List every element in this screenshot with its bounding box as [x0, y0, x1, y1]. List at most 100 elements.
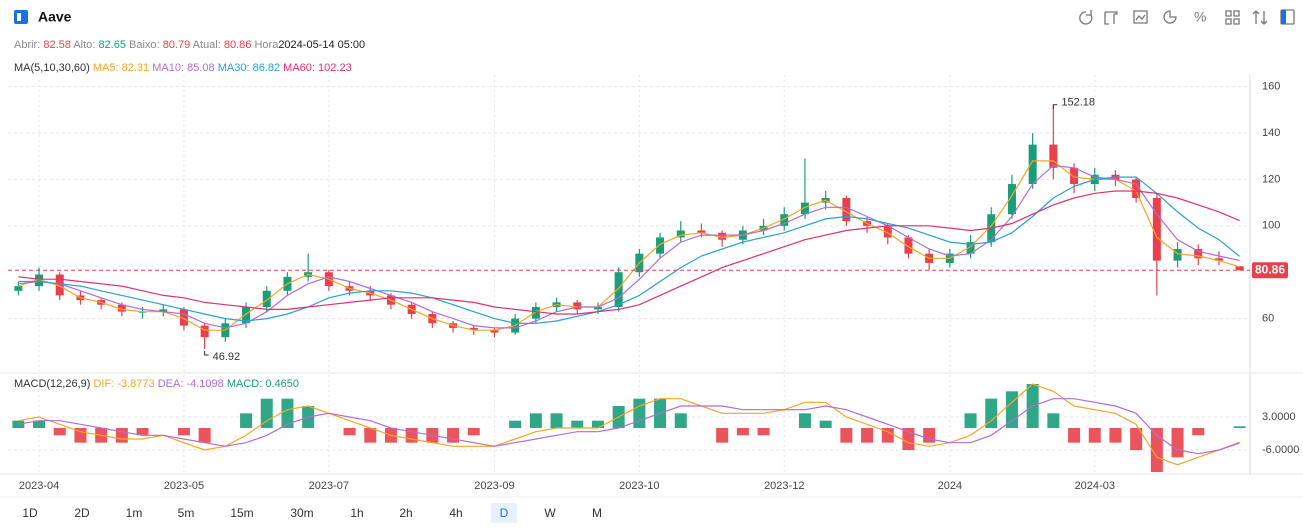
macd-bar [591, 420, 604, 428]
low-label: Baixo [129, 39, 157, 51]
macd-bar [405, 428, 418, 443]
legend-value: 82.31 [122, 62, 150, 74]
candle-body [1152, 197, 1161, 261]
close-label: Atual [193, 39, 218, 51]
sep: : [181, 62, 187, 74]
sep: : [218, 39, 224, 51]
timeframe-button[interactable]: 1h [350, 506, 363, 520]
percent-button[interactable]: % [1194, 9, 1206, 25]
macd-bar [571, 420, 584, 428]
macd-bar [1130, 428, 1143, 450]
low-value: 80.79 [163, 39, 191, 51]
candle-body [1235, 266, 1244, 271]
macd-bar [1068, 428, 1081, 443]
candle-body [1028, 144, 1037, 185]
timeframe-button[interactable]: W [544, 506, 556, 520]
macd-bar [716, 428, 729, 443]
macd-bar [798, 413, 811, 428]
timeframe-button[interactable]: 30m [290, 506, 313, 520]
candle-body [718, 232, 727, 240]
candle-body [1070, 167, 1079, 185]
x-tick-label: 2023-12 [764, 480, 804, 492]
draw-button[interactable] [1104, 11, 1118, 25]
macd-bar [529, 413, 542, 428]
candle-body [593, 307, 602, 310]
macd-bar [1088, 428, 1101, 443]
sep: : [180, 378, 186, 390]
candle-body [490, 330, 499, 333]
candle-body [904, 237, 913, 254]
macd-bar [12, 420, 25, 428]
macd-bar [198, 428, 211, 443]
ma-line [18, 190, 1240, 315]
macd-bar [736, 428, 749, 436]
timeframe-selected-bg [491, 503, 517, 523]
candle-body [14, 286, 23, 291]
candle-body [1173, 249, 1182, 261]
macd-bar [674, 413, 687, 428]
indicator-button[interactable] [1133, 10, 1148, 24]
x-tick-label: 2023-10 [619, 480, 659, 492]
candle-body [966, 242, 975, 254]
layout-button[interactable] [1225, 10, 1240, 25]
candle-body [676, 230, 685, 238]
candle-body [159, 309, 168, 312]
ma-line [18, 160, 1240, 331]
macd-bar [881, 428, 894, 443]
candle-body [1132, 179, 1141, 198]
legend-name: MA5 [93, 62, 116, 74]
legend-name: MA10 [152, 62, 181, 74]
sep: : [246, 62, 252, 74]
annotation-arrow [1052, 104, 1058, 109]
info-row: Abrir: 82.58 Alto: 82.65 Baixo: 80.79 At… [14, 39, 365, 51]
candle-body [883, 225, 892, 238]
legend-name: MA60 [283, 62, 312, 74]
macd-bar [115, 428, 128, 443]
toolbar [1079, 9, 1295, 25]
sep: : [111, 378, 117, 390]
timeframe-button[interactable]: M [592, 506, 602, 520]
legend-value: 85.08 [187, 62, 215, 74]
timeframe-button[interactable]: 4h [449, 506, 462, 520]
candle-body [242, 307, 251, 324]
timeframe-button[interactable]: 15m [230, 506, 253, 520]
macd-bar [1109, 428, 1122, 443]
timeframe-button[interactable]: 2h [399, 506, 412, 520]
info-row: MACD(12,26,9) DIF: -3.8773 DEA: -4.1098 … [14, 378, 299, 390]
sep: : [157, 39, 163, 51]
y-tick-label: 60 [1262, 313, 1274, 325]
open-label: Abrir [14, 39, 38, 51]
sep: : [116, 62, 122, 74]
sep: : [37, 39, 43, 51]
x-tick-label: 2023-09 [474, 480, 514, 492]
macd-bar [509, 420, 522, 428]
timeframe-button[interactable]: D [500, 506, 509, 520]
info-row: MA(5,10,30,60) MA5: 82.31 MA10: 85.08 MA… [14, 62, 352, 74]
ma-line [18, 164, 1240, 329]
open-value: 82.58 [43, 39, 71, 51]
time-label: Hora [254, 39, 279, 51]
price-tag [1252, 262, 1288, 279]
macd-bar [1192, 428, 1205, 436]
timeframe-button[interactable]: 5m [178, 506, 195, 520]
y-tick-label: -6.0000 [1262, 444, 1299, 456]
timeframe-button[interactable]: 2D [74, 506, 90, 520]
candle-body [1007, 184, 1016, 215]
candle-body [842, 197, 851, 222]
candle-body [1214, 258, 1223, 261]
legend-value: 86.82 [253, 62, 281, 74]
timeframe-button[interactable]: 1D [22, 506, 38, 520]
timeframe-button[interactable]: 1m [126, 506, 143, 520]
macd-bar [840, 428, 853, 443]
legend-name: MA30 [218, 62, 247, 74]
x-tick-label: 2023-04 [19, 480, 59, 492]
close-value: 80.86 [224, 39, 252, 51]
candle-body [614, 272, 623, 308]
macd-bar [1150, 428, 1163, 472]
candle-body [262, 290, 271, 308]
legend-name: DIF [93, 378, 111, 390]
sort-button[interactable] [1252, 10, 1268, 25]
chart-type-button[interactable] [1163, 10, 1177, 24]
refresh-button[interactable] [1079, 10, 1093, 25]
